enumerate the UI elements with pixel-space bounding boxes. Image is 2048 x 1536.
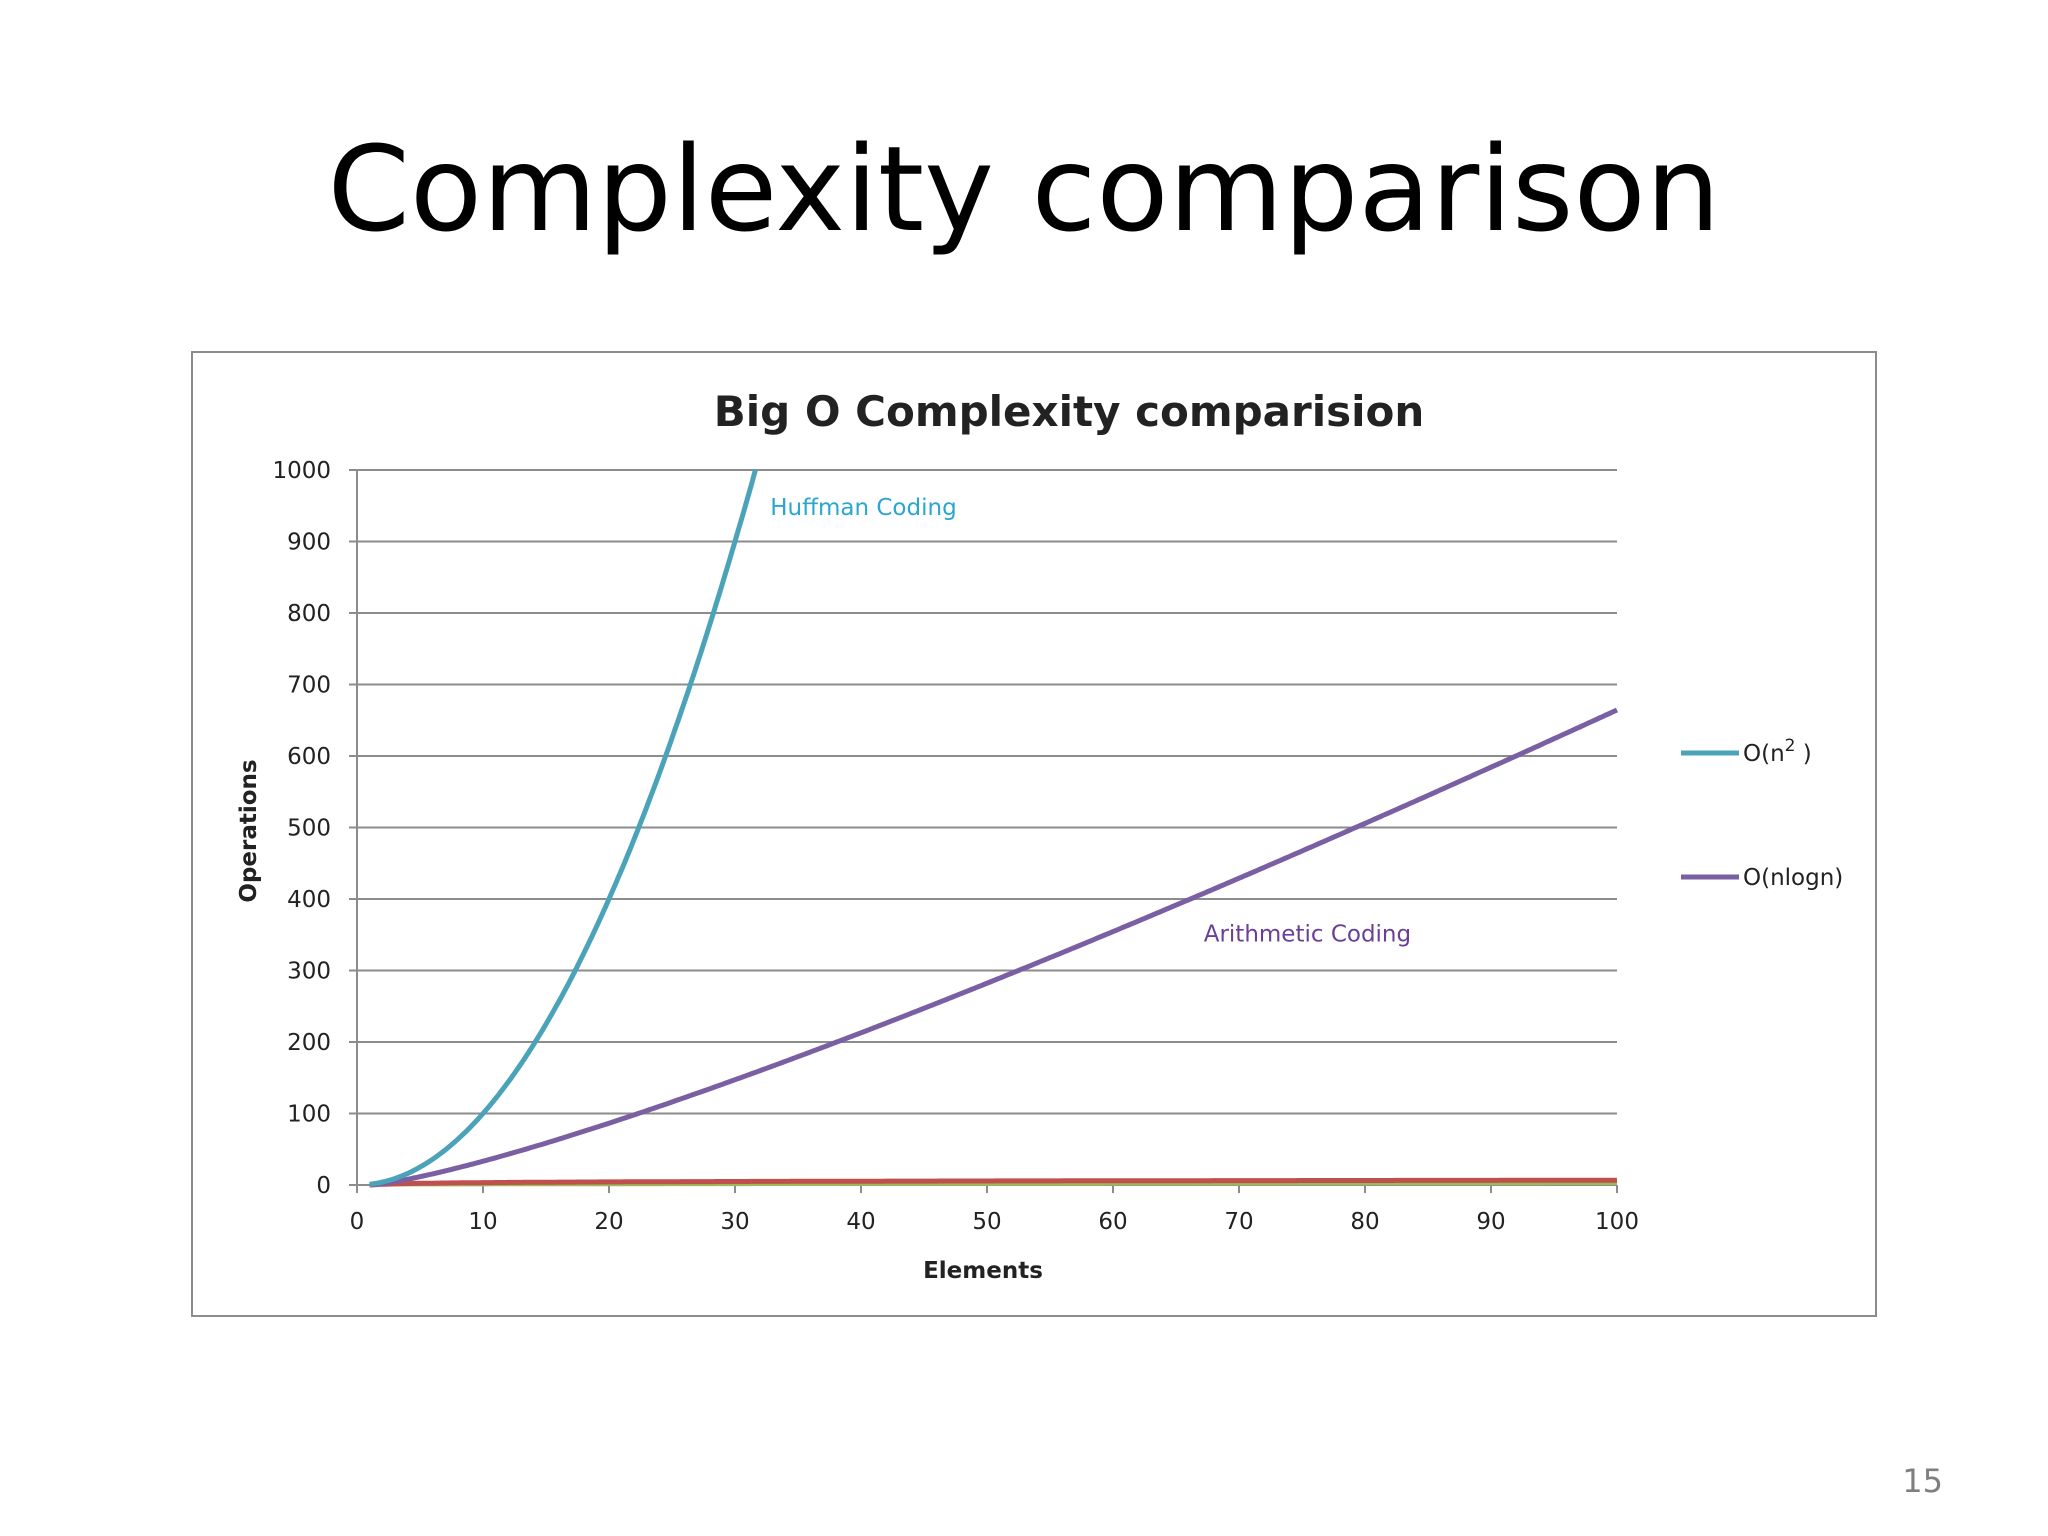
legend-superscript: 2	[1785, 736, 1796, 756]
x-tick-label: 90	[1476, 1209, 1505, 1235]
x-tick-label: 20	[594, 1209, 623, 1235]
y-tick-label: 300	[287, 959, 331, 985]
x-tick-label: 30	[720, 1209, 749, 1235]
page-number: 15	[1902, 1462, 1943, 1500]
y-tick-label: 900	[287, 530, 331, 556]
x-tick-label: 70	[1224, 1209, 1253, 1235]
slide-title: Complexity comparison	[327, 120, 1721, 258]
legend-label: O(n2 )	[1743, 736, 1812, 767]
series-line-0	[369, 469, 758, 1187]
y-tick-label: 200	[287, 1030, 331, 1056]
x-axis-label: Elements	[923, 1258, 1043, 1284]
chart-title: Big O Complexity comparision	[714, 387, 1425, 436]
grid-lines	[349, 469, 1618, 1193]
y-tick-label: 1000	[272, 458, 331, 484]
x-tick-label: 60	[1098, 1209, 1127, 1235]
y-axis-label: Operations	[236, 759, 262, 902]
annotation-label: Arithmetic Coding	[1204, 921, 1411, 947]
legend-label: O(nlogn)	[1743, 865, 1843, 891]
chart-frame: 0 100 200 300 400 500 600 700 800 900 1000 0 10 20 30 4…	[191, 351, 1877, 1317]
x-tick-label: 50	[972, 1209, 1001, 1235]
series-line-3	[369, 1182, 1617, 1187]
y-tick-label: 400	[287, 887, 331, 913]
annotations: Huffman Coding Arithmetic Coding	[770, 495, 1411, 947]
annotation-label: Huffman Coding	[770, 495, 956, 521]
x-tick-label: 40	[846, 1209, 875, 1235]
series-line-2	[369, 1177, 1618, 1188]
x-tick-label: 10	[468, 1209, 497, 1235]
x-tick-label: 0	[350, 1209, 365, 1235]
x-tick-label: 100	[1595, 1209, 1639, 1235]
y-tick-label: 600	[287, 744, 331, 770]
y-tick-label: 100	[287, 1102, 331, 1128]
y-tick-label: 500	[287, 816, 331, 842]
series-line-1	[369, 707, 1619, 1188]
legend: O(n2 ) O(nlogn)	[1681, 736, 1843, 891]
y-tick-label: 800	[287, 601, 331, 627]
complexity-chart: 0 100 200 300 400 500 600 700 800 900 1000 0 10 20 30 4…	[236, 387, 1843, 1284]
legend-suffix: )	[1795, 741, 1811, 767]
x-tick-label: 80	[1350, 1209, 1379, 1235]
tick-labels: 0 100 200 300 400 500 600 700 800 900 1000 0 10 20 30 4…	[272, 458, 1639, 1235]
y-tick-label: 0	[316, 1173, 331, 1199]
series-lines	[369, 469, 1619, 1188]
y-tick-label: 700	[287, 673, 331, 699]
